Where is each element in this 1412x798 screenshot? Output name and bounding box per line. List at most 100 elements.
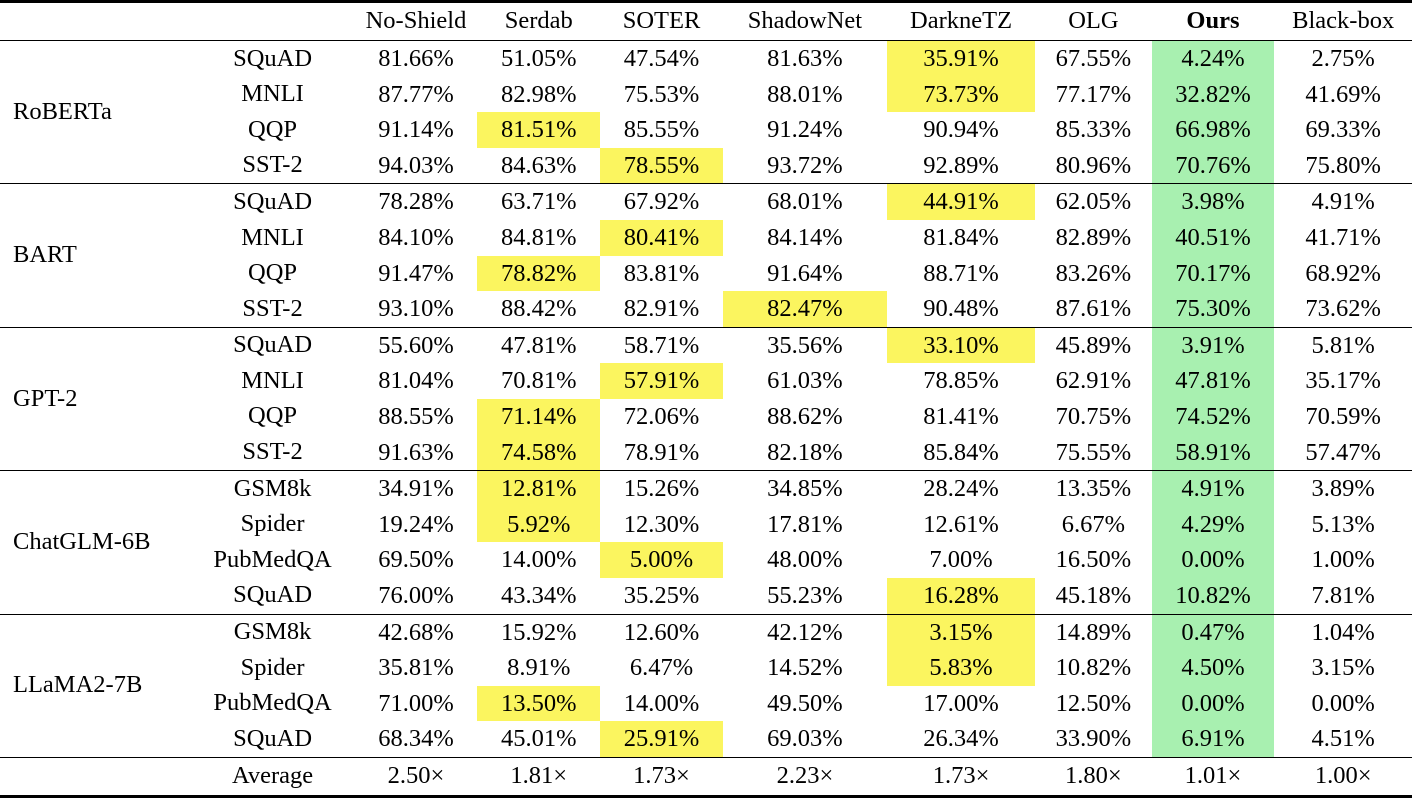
cell-value: 14.89% — [1055, 618, 1132, 646]
cell-value: 3.15% — [886, 614, 1036, 651]
cell-value: 62.91% — [1055, 367, 1132, 395]
cell-value: 6.91% — [1151, 721, 1275, 757]
cell-value: 35.56% — [767, 331, 843, 359]
cell-olg: 45.18% — [1035, 578, 1151, 614]
cell-value: 61.03% — [767, 367, 843, 395]
cell-shadownet: 88.01% — [723, 77, 887, 113]
cell-ours: 4.29% — [1151, 506, 1275, 543]
cell-shadownet: 82.18% — [723, 435, 887, 471]
cell-blackbox: 5.81% — [1274, 328, 1412, 364]
cell-olg: 62.91% — [1035, 363, 1151, 399]
cell-ours: 47.81% — [1151, 363, 1275, 399]
task-label: GSM8k — [233, 474, 312, 502]
cell-value: 3.98% — [1151, 184, 1275, 220]
cell-no-shield: 55.60% — [355, 328, 478, 364]
cell-no-shield: 68.34% — [355, 721, 478, 757]
cell-value: 75.30% — [1151, 291, 1275, 327]
cell-value: 4.91% — [1311, 188, 1375, 216]
group-rule-bart — [0, 327, 1412, 328]
cell-value: 80.96% — [1055, 151, 1132, 179]
cell-no-shield: 84.10% — [355, 220, 478, 256]
cell-value: 80.41% — [600, 219, 723, 256]
cell-value: 81.41% — [923, 402, 999, 430]
cell-no-shield: 94.03% — [355, 148, 478, 184]
table-row: MNLI 81.04% 70.81% 57.91% 61.03% 78.85% 62.91%… — [0, 363, 1412, 399]
cell-value: 35.81% — [378, 654, 454, 682]
average-cell-darknetz: 1.73× — [932, 762, 990, 790]
cell-value: 87.61% — [1055, 295, 1132, 323]
cell-value: 25.91% — [600, 721, 723, 757]
cell-value: 42.12% — [767, 618, 843, 646]
task-label: SST-2 — [242, 294, 303, 322]
cell-serdab: 43.34% — [477, 578, 600, 614]
cell-ours: 0.00% — [1151, 542, 1275, 578]
cell-value: 5.92% — [477, 506, 601, 543]
column-header-no-shield: No-Shield — [365, 7, 467, 35]
cell-soter: 75.53% — [600, 77, 723, 113]
cell-olg: 70.75% — [1035, 399, 1151, 435]
cell-value: 40.51% — [1151, 219, 1275, 256]
model-label-chatglm-6b: ChatGLM-6B — [13, 528, 151, 556]
cell-blackbox: 0.00% — [1274, 686, 1412, 722]
cell-soter: 57.91% — [600, 363, 723, 399]
cell-darknetz: 5.83% — [886, 650, 1036, 686]
cell-serdab: 63.71% — [477, 184, 600, 220]
cell-value: 4.29% — [1151, 506, 1275, 543]
cell-value: 74.58% — [477, 434, 601, 471]
group-rule-chatglm-6b — [0, 613, 1412, 615]
cell-ours: 58.91% — [1151, 434, 1275, 471]
cell-value: 84.14% — [767, 223, 843, 251]
task-label: QQP — [248, 259, 298, 287]
task-label: SQuAD — [233, 187, 313, 215]
cell-shadownet: 68.01% — [723, 184, 887, 220]
cell-no-shield: 34.91% — [355, 471, 478, 507]
table-row: MNLI 87.77% 82.98% 75.53% 88.01% 73.73% 77.17%… — [0, 76, 1412, 113]
task-label: Spider — [240, 653, 305, 681]
cell-soter: 78.55% — [600, 147, 723, 184]
cell-value: 74.52% — [1151, 398, 1275, 435]
cell-value: 70.17% — [1151, 255, 1275, 292]
cell-soter: 83.81% — [600, 256, 723, 292]
cell-soter: 85.55% — [600, 112, 723, 148]
cell-value: 81.51% — [477, 112, 601, 148]
cell-value: 6.67% — [1061, 510, 1126, 538]
cell-serdab: 5.92% — [477, 506, 601, 543]
cell-value: 82.91% — [623, 295, 700, 323]
cell-value: 55.23% — [767, 581, 843, 609]
cell-value: 0.47% — [1151, 614, 1275, 651]
cell-value: 17.00% — [923, 689, 999, 717]
cell-value: 35.17% — [1305, 367, 1381, 395]
cell-shadownet: 91.24% — [723, 112, 887, 148]
cell-value: 5.00% — [600, 542, 723, 578]
table-row: SST-2 91.63% 74.58% 78.91% 82.18% 85.84% 75.55… — [0, 434, 1412, 471]
cell-value: 45.18% — [1055, 581, 1132, 609]
cell-olg: 13.35% — [1035, 471, 1151, 507]
cell-soter: 58.71% — [600, 328, 723, 364]
task-label: GSM8k — [233, 618, 312, 646]
cell-value: 45.89% — [1055, 331, 1132, 359]
cell-value: 44.91% — [886, 184, 1036, 220]
cell-value: 78.55% — [600, 147, 723, 184]
task-label: QQP — [248, 402, 298, 430]
cell-value: 33.90% — [1055, 725, 1132, 753]
table-top-rule — [0, 0, 1412, 4]
cell-value: 16.50% — [1055, 546, 1132, 574]
cell-blackbox: 2.75% — [1274, 41, 1412, 77]
cell-darknetz: 12.61% — [887, 507, 1035, 543]
cell-value: 47.81% — [1151, 363, 1275, 399]
rule-line — [0, 183, 1412, 185]
cell-value: 75.55% — [1055, 438, 1132, 466]
cell-value: 81.04% — [378, 367, 454, 395]
cell-blackbox: 7.81% — [1274, 578, 1412, 614]
table-row: LLaMA2-7B GSM8k 42.68% 15.92% 12.60% 42.12% 3.… — [0, 614, 1412, 697]
cell-ours: 0.00% — [1151, 685, 1275, 722]
cell-value: 84.10% — [378, 223, 454, 251]
cell-serdab: 12.81% — [477, 471, 601, 507]
cell-soter: 80.41% — [600, 219, 723, 256]
cell-darknetz: 33.10% — [886, 327, 1036, 364]
cell-value: 91.47% — [378, 259, 454, 287]
cell-value: 58.71% — [623, 331, 700, 359]
cell-olg: 82.89% — [1035, 220, 1151, 256]
cell-olg: 80.96% — [1035, 148, 1151, 184]
